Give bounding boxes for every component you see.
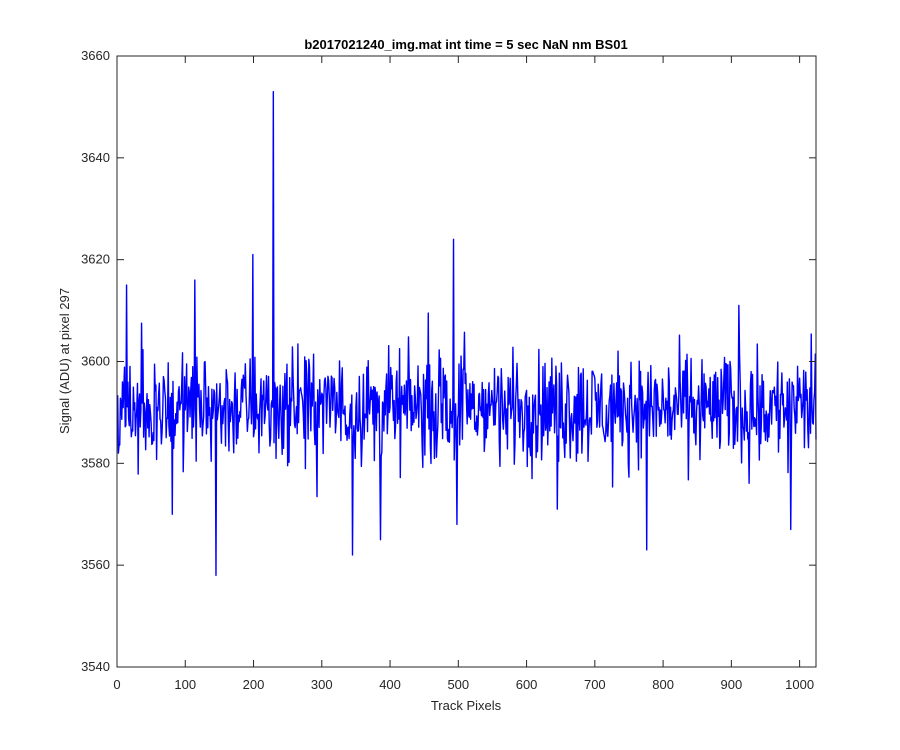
x-tick-label: 300 <box>311 677 333 692</box>
x-tick-label: 600 <box>516 677 538 692</box>
x-tick-label: 200 <box>243 677 265 692</box>
x-tick-label: 100 <box>174 677 196 692</box>
x-axis-label: Track Pixels <box>431 698 502 713</box>
y-tick-label: 3600 <box>81 354 110 369</box>
y-tick-label: 3640 <box>81 150 110 165</box>
y-tick-label: 3580 <box>81 455 110 470</box>
series-line <box>116 90 817 577</box>
x-tick-label: 0 <box>113 677 120 692</box>
x-tick-label: 700 <box>584 677 606 692</box>
y-tick-label: 3540 <box>81 659 110 674</box>
x-tick-label: 800 <box>652 677 674 692</box>
x-tick-label: 1000 <box>785 677 814 692</box>
y-axis-label: Signal (ADU) at pixel 297 <box>57 288 72 434</box>
series-layer <box>116 90 817 577</box>
x-tick-label: 900 <box>721 677 743 692</box>
y-tick-label: 3560 <box>81 557 110 572</box>
ticks-layer: 0 100 200 300 400 500 600 700 800 900 1000 3540 3560… <box>81 48 816 692</box>
x-tick-label: 400 <box>379 677 401 692</box>
plot-area <box>117 56 816 667</box>
chart-title: b2017021240_img.mat int time = 5 sec NaN… <box>304 37 627 52</box>
x-tick-label: 500 <box>447 677 469 692</box>
y-tick-label: 3620 <box>81 252 110 267</box>
y-tick-label: 3660 <box>81 48 110 63</box>
